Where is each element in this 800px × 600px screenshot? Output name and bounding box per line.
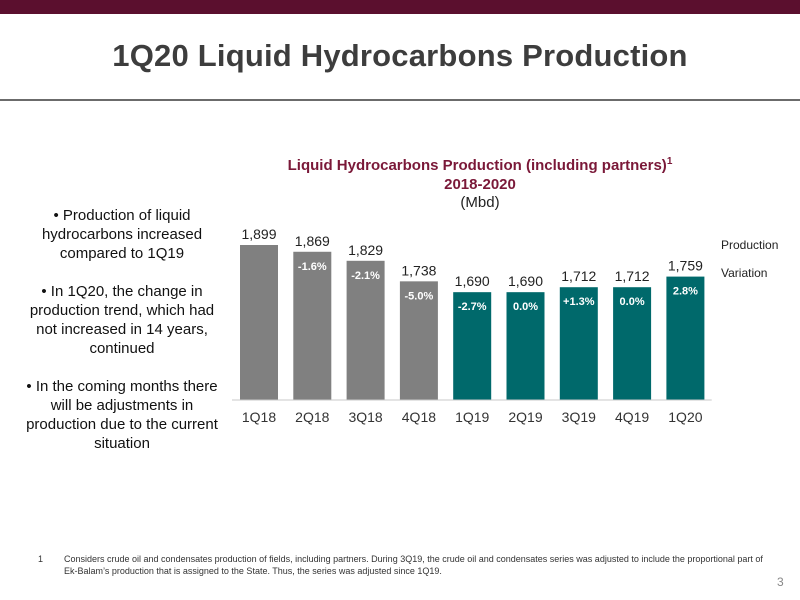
- value-label: 1,869: [295, 233, 330, 249]
- chart-title: Liquid Hydrocarbons Production (includin…: [230, 156, 730, 194]
- footnote-number: 1: [38, 554, 44, 564]
- value-label: 1,712: [561, 268, 596, 284]
- variation-label: 2.8%: [673, 286, 698, 298]
- bar-1Q18: [240, 245, 278, 400]
- variation-label: -2.1%: [351, 270, 380, 282]
- bar-4Q18: [399, 281, 438, 400]
- bullet-item: • Production of liquid hydrocarbons incr…: [41, 207, 203, 262]
- category-label: 1Q19: [455, 409, 489, 425]
- bar-3Q19: [559, 287, 598, 400]
- variation-label: +1.3%: [563, 296, 595, 308]
- bar-4Q19: [613, 287, 652, 400]
- category-label: 3Q18: [348, 409, 382, 425]
- value-label: 1,712: [615, 268, 650, 284]
- page-title: 1Q20 Liquid Hydrocarbons Production: [112, 38, 688, 73]
- variation-label: -5.0%: [405, 290, 434, 302]
- value-label: 1,690: [455, 273, 490, 289]
- category-label: 1Q20: [668, 409, 702, 425]
- category-label: 2Q18: [295, 409, 329, 425]
- variation-label: -1.6%: [298, 261, 327, 273]
- category-label: 4Q19: [615, 409, 649, 425]
- chart-subtitle: 2018-2020: [444, 176, 516, 193]
- value-label: 1,738: [401, 262, 436, 278]
- value-label: 1,899: [241, 226, 276, 242]
- bar-2Q19: [506, 292, 545, 400]
- bullet-list: • Production of liquid hydrocarbons incr…: [22, 206, 222, 472]
- chart-title-text: Liquid Hydrocarbons Production (includin…: [287, 157, 667, 174]
- value-label: 1,759: [668, 258, 703, 274]
- bar-1Q20: [666, 276, 705, 400]
- value-label: 1,829: [348, 242, 383, 258]
- value-label: 1,690: [508, 273, 543, 289]
- footnote: 1 Considers crude oil and condensates pr…: [38, 553, 768, 577]
- title-divider: [0, 99, 800, 101]
- chart-unit: (Mbd): [460, 194, 500, 211]
- category-label: 1Q18: [242, 409, 276, 425]
- category-label: 4Q18: [402, 409, 436, 425]
- footnote-text: Considers crude oil and condensates prod…: [64, 554, 763, 576]
- header-bar: [0, 0, 800, 14]
- bullet-item: • In the coming months there will be adj…: [26, 378, 218, 452]
- variation-label: 0.0%: [620, 296, 645, 308]
- variation-label: -2.7%: [458, 301, 487, 313]
- category-label: 3Q19: [562, 409, 596, 425]
- legend-variation: Variation: [721, 266, 768, 280]
- page-number: 3: [777, 575, 784, 589]
- bullet-item: • In 1Q20, the change in production tren…: [29, 283, 215, 357]
- bar-1Q19: [453, 292, 492, 400]
- variation-label: 0.0%: [513, 301, 538, 313]
- legend-production: Production: [721, 238, 779, 252]
- bar-2Q18: [293, 251, 332, 400]
- chart-title-footnote-ref: 1: [666, 156, 673, 167]
- category-label: 2Q19: [508, 409, 542, 425]
- bar-3Q18: [346, 260, 385, 400]
